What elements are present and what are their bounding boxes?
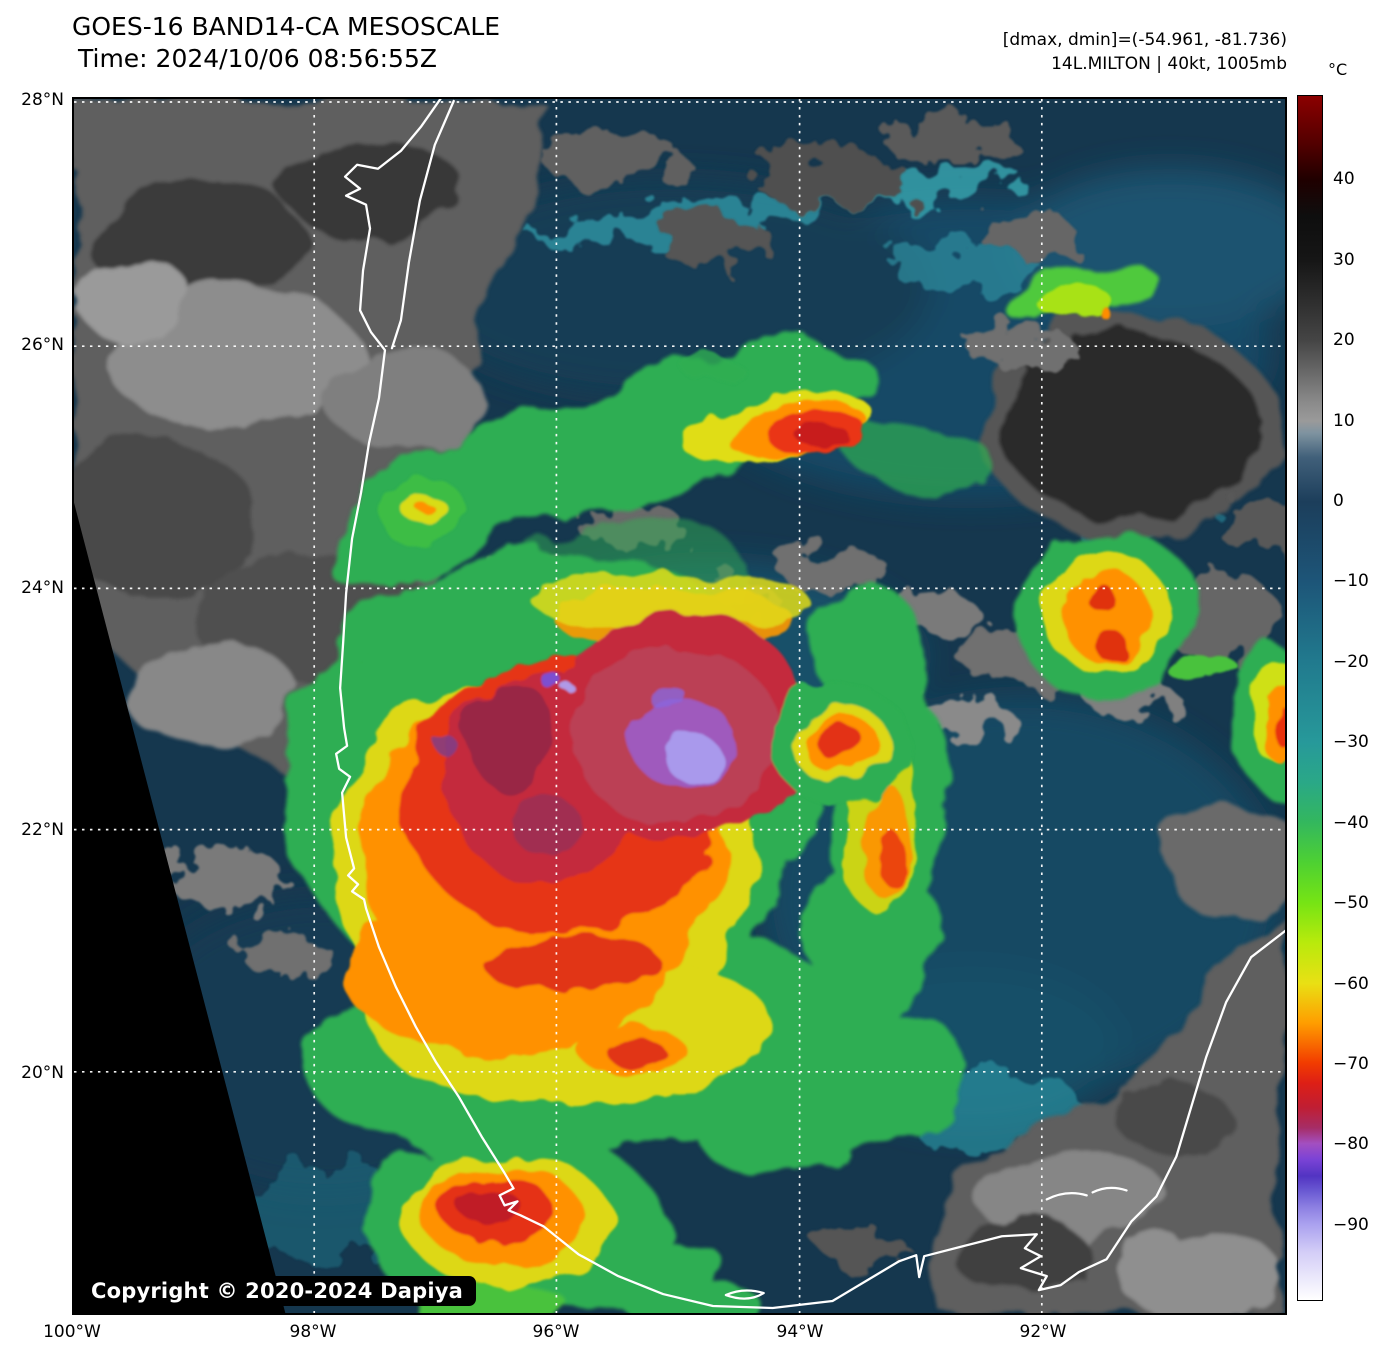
colorbar-tick: 0 [1333, 491, 1344, 511]
lat-label-22n: 22°N [21, 820, 64, 840]
lon-label-98w: 98°W [289, 1322, 337, 1342]
colorbar-tick: 10 [1333, 411, 1355, 431]
lat-label-28n: 28°N [21, 90, 64, 110]
colorbar-tick: 40 [1333, 169, 1355, 189]
colorbar-unit-label: °C [1328, 60, 1348, 79]
colorbar-tick: −90 [1333, 1215, 1369, 1235]
lat-label-26n: 26°N [21, 335, 64, 355]
colorbar-tick: −50 [1333, 893, 1369, 913]
ir-imagery [74, 99, 1285, 1313]
colorbar-tick: −20 [1333, 652, 1369, 672]
dmax-dmin-readout: [dmax, dmin]=(-54.961, -81.736) [1002, 30, 1287, 50]
colorbar-tick: −10 [1333, 571, 1369, 591]
lon-label-92w: 92°W [1019, 1322, 1067, 1342]
colorbar-gradient [1297, 95, 1323, 1301]
storm-core [343, 303, 1285, 1266]
lon-label-96w: 96°W [532, 1322, 580, 1342]
product-time: Time: 2024/10/06 08:56:55Z [78, 44, 437, 73]
colorbar-tick: −60 [1333, 974, 1369, 994]
copyright-badge: Copyright © 2020-2024 Dapiya [78, 1276, 476, 1306]
storm-info: 14L.MILTON | 40kt, 1005mb [1051, 54, 1287, 74]
lon-label-94w: 94°W [776, 1322, 824, 1342]
lat-label-24n: 24°N [21, 578, 64, 598]
coastline [334, 99, 1285, 1310]
colorbar-tick: −40 [1333, 813, 1369, 833]
no-data-wedge [74, 502, 286, 1313]
colorbar-tick: 30 [1333, 250, 1355, 270]
lat-label-20n: 20°N [21, 1063, 64, 1083]
lon-label-100w: 100°W [43, 1322, 101, 1342]
colorbar-tick: 20 [1333, 330, 1355, 350]
satellite-map [72, 97, 1287, 1315]
colorbar-tick: −70 [1333, 1054, 1369, 1074]
colorbar-tick: −30 [1333, 732, 1369, 752]
product-title: GOES-16 BAND14-CA MESOSCALE [72, 12, 501, 41]
colorbar-tick: −80 [1333, 1134, 1369, 1154]
